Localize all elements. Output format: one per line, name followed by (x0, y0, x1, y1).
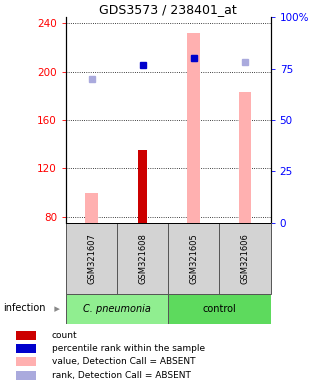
Title: GDS3573 / 238401_at: GDS3573 / 238401_at (99, 3, 237, 16)
Bar (117, 223, 168, 294)
Text: GSM321608: GSM321608 (138, 233, 147, 284)
Bar (66, 223, 117, 294)
Text: value, Detection Call = ABSENT: value, Detection Call = ABSENT (52, 357, 195, 366)
Bar (16, 344, 36, 353)
Text: C. pneumonia: C. pneumonia (83, 304, 151, 314)
Text: GSM321605: GSM321605 (189, 233, 198, 284)
Bar (138, 150, 147, 223)
Bar (168, 294, 271, 324)
Bar (16, 357, 36, 366)
Text: control: control (203, 304, 236, 314)
Bar (219, 223, 271, 294)
Bar (187, 33, 200, 223)
Text: count: count (52, 331, 78, 340)
Bar (85, 192, 98, 223)
Text: GSM321607: GSM321607 (87, 233, 96, 284)
Bar (16, 371, 36, 380)
Text: GSM321606: GSM321606 (241, 233, 249, 284)
Text: infection: infection (3, 303, 46, 313)
Text: rank, Detection Call = ABSENT: rank, Detection Call = ABSENT (52, 371, 191, 380)
Text: percentile rank within the sample: percentile rank within the sample (52, 344, 205, 353)
Bar (66, 294, 168, 324)
Bar (168, 223, 219, 294)
Bar (16, 331, 36, 340)
Bar (239, 92, 251, 223)
